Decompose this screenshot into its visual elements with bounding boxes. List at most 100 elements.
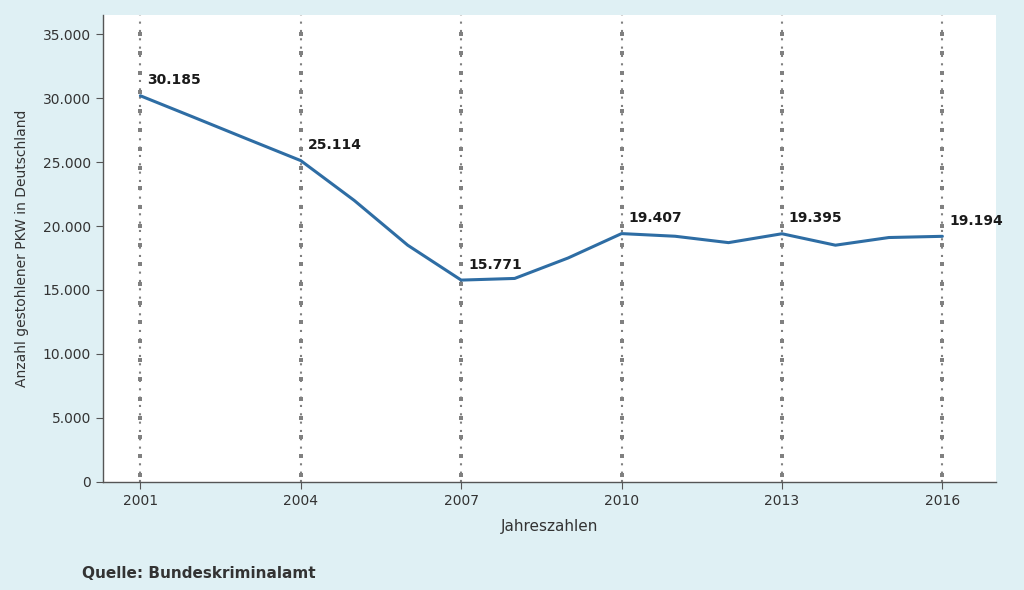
Point bbox=[293, 260, 309, 269]
Point bbox=[934, 451, 950, 461]
Point bbox=[132, 260, 148, 269]
Point bbox=[934, 126, 950, 135]
Point bbox=[293, 471, 309, 480]
Point bbox=[934, 298, 950, 307]
Point bbox=[293, 221, 309, 231]
Point bbox=[132, 241, 148, 250]
Point bbox=[132, 87, 148, 96]
Point bbox=[132, 317, 148, 327]
Point bbox=[774, 394, 791, 404]
Point bbox=[293, 30, 309, 39]
Text: 30.185: 30.185 bbox=[147, 73, 201, 87]
Point bbox=[613, 30, 630, 39]
Point bbox=[132, 451, 148, 461]
Text: 19.194: 19.194 bbox=[949, 214, 1004, 228]
Point bbox=[613, 126, 630, 135]
Point bbox=[453, 279, 469, 289]
Point bbox=[132, 432, 148, 442]
Point bbox=[774, 145, 791, 154]
Point bbox=[774, 106, 791, 116]
Point bbox=[613, 298, 630, 307]
Point bbox=[132, 356, 148, 365]
Point bbox=[613, 394, 630, 404]
Point bbox=[613, 202, 630, 212]
Point bbox=[132, 48, 148, 58]
Point bbox=[293, 317, 309, 327]
Point bbox=[453, 68, 469, 77]
Point bbox=[934, 260, 950, 269]
Point bbox=[293, 279, 309, 289]
Point bbox=[774, 87, 791, 96]
Point bbox=[132, 202, 148, 212]
Point bbox=[293, 241, 309, 250]
Point bbox=[774, 451, 791, 461]
Point bbox=[774, 432, 791, 442]
Point bbox=[613, 241, 630, 250]
Point bbox=[293, 106, 309, 116]
Point bbox=[453, 260, 469, 269]
Text: 25.114: 25.114 bbox=[308, 138, 361, 152]
Point bbox=[293, 87, 309, 96]
Point bbox=[132, 30, 148, 39]
Point bbox=[453, 336, 469, 346]
Point bbox=[934, 241, 950, 250]
Point bbox=[934, 87, 950, 96]
Point bbox=[613, 279, 630, 289]
Point bbox=[132, 145, 148, 154]
Point bbox=[132, 336, 148, 346]
Point bbox=[453, 298, 469, 307]
Point bbox=[453, 202, 469, 212]
Point bbox=[774, 30, 791, 39]
Point bbox=[132, 471, 148, 480]
Point bbox=[774, 164, 791, 173]
Point bbox=[453, 375, 469, 384]
Point bbox=[613, 336, 630, 346]
Point bbox=[453, 87, 469, 96]
Point bbox=[934, 106, 950, 116]
Point bbox=[774, 336, 791, 346]
Point bbox=[774, 202, 791, 212]
Point bbox=[613, 317, 630, 327]
Point bbox=[934, 394, 950, 404]
Point bbox=[774, 279, 791, 289]
Point bbox=[613, 260, 630, 269]
Point bbox=[934, 375, 950, 384]
Point bbox=[934, 356, 950, 365]
Point bbox=[132, 279, 148, 289]
Point bbox=[453, 432, 469, 442]
Point bbox=[293, 145, 309, 154]
Point bbox=[774, 375, 791, 384]
Point bbox=[293, 375, 309, 384]
Point bbox=[453, 145, 469, 154]
Point bbox=[453, 394, 469, 404]
Point bbox=[934, 183, 950, 192]
Text: 19.395: 19.395 bbox=[788, 211, 843, 225]
Point bbox=[453, 221, 469, 231]
Point bbox=[453, 317, 469, 327]
Point bbox=[453, 126, 469, 135]
Point bbox=[934, 279, 950, 289]
Point bbox=[132, 375, 148, 384]
Point bbox=[453, 413, 469, 422]
Text: 19.407: 19.407 bbox=[629, 211, 682, 225]
Point bbox=[613, 87, 630, 96]
Text: 15.771: 15.771 bbox=[468, 258, 522, 272]
Point bbox=[934, 30, 950, 39]
Text: Quelle: Bundeskriminalamt: Quelle: Bundeskriminalamt bbox=[82, 566, 315, 581]
Point bbox=[293, 432, 309, 442]
Point bbox=[293, 202, 309, 212]
Point bbox=[613, 221, 630, 231]
Point bbox=[132, 394, 148, 404]
Point bbox=[774, 356, 791, 365]
Point bbox=[934, 432, 950, 442]
Point bbox=[293, 68, 309, 77]
Point bbox=[774, 471, 791, 480]
Point bbox=[293, 126, 309, 135]
Point bbox=[613, 375, 630, 384]
Point bbox=[934, 317, 950, 327]
Point bbox=[132, 68, 148, 77]
Point bbox=[613, 356, 630, 365]
Point bbox=[774, 126, 791, 135]
Point bbox=[453, 30, 469, 39]
Point bbox=[293, 413, 309, 422]
